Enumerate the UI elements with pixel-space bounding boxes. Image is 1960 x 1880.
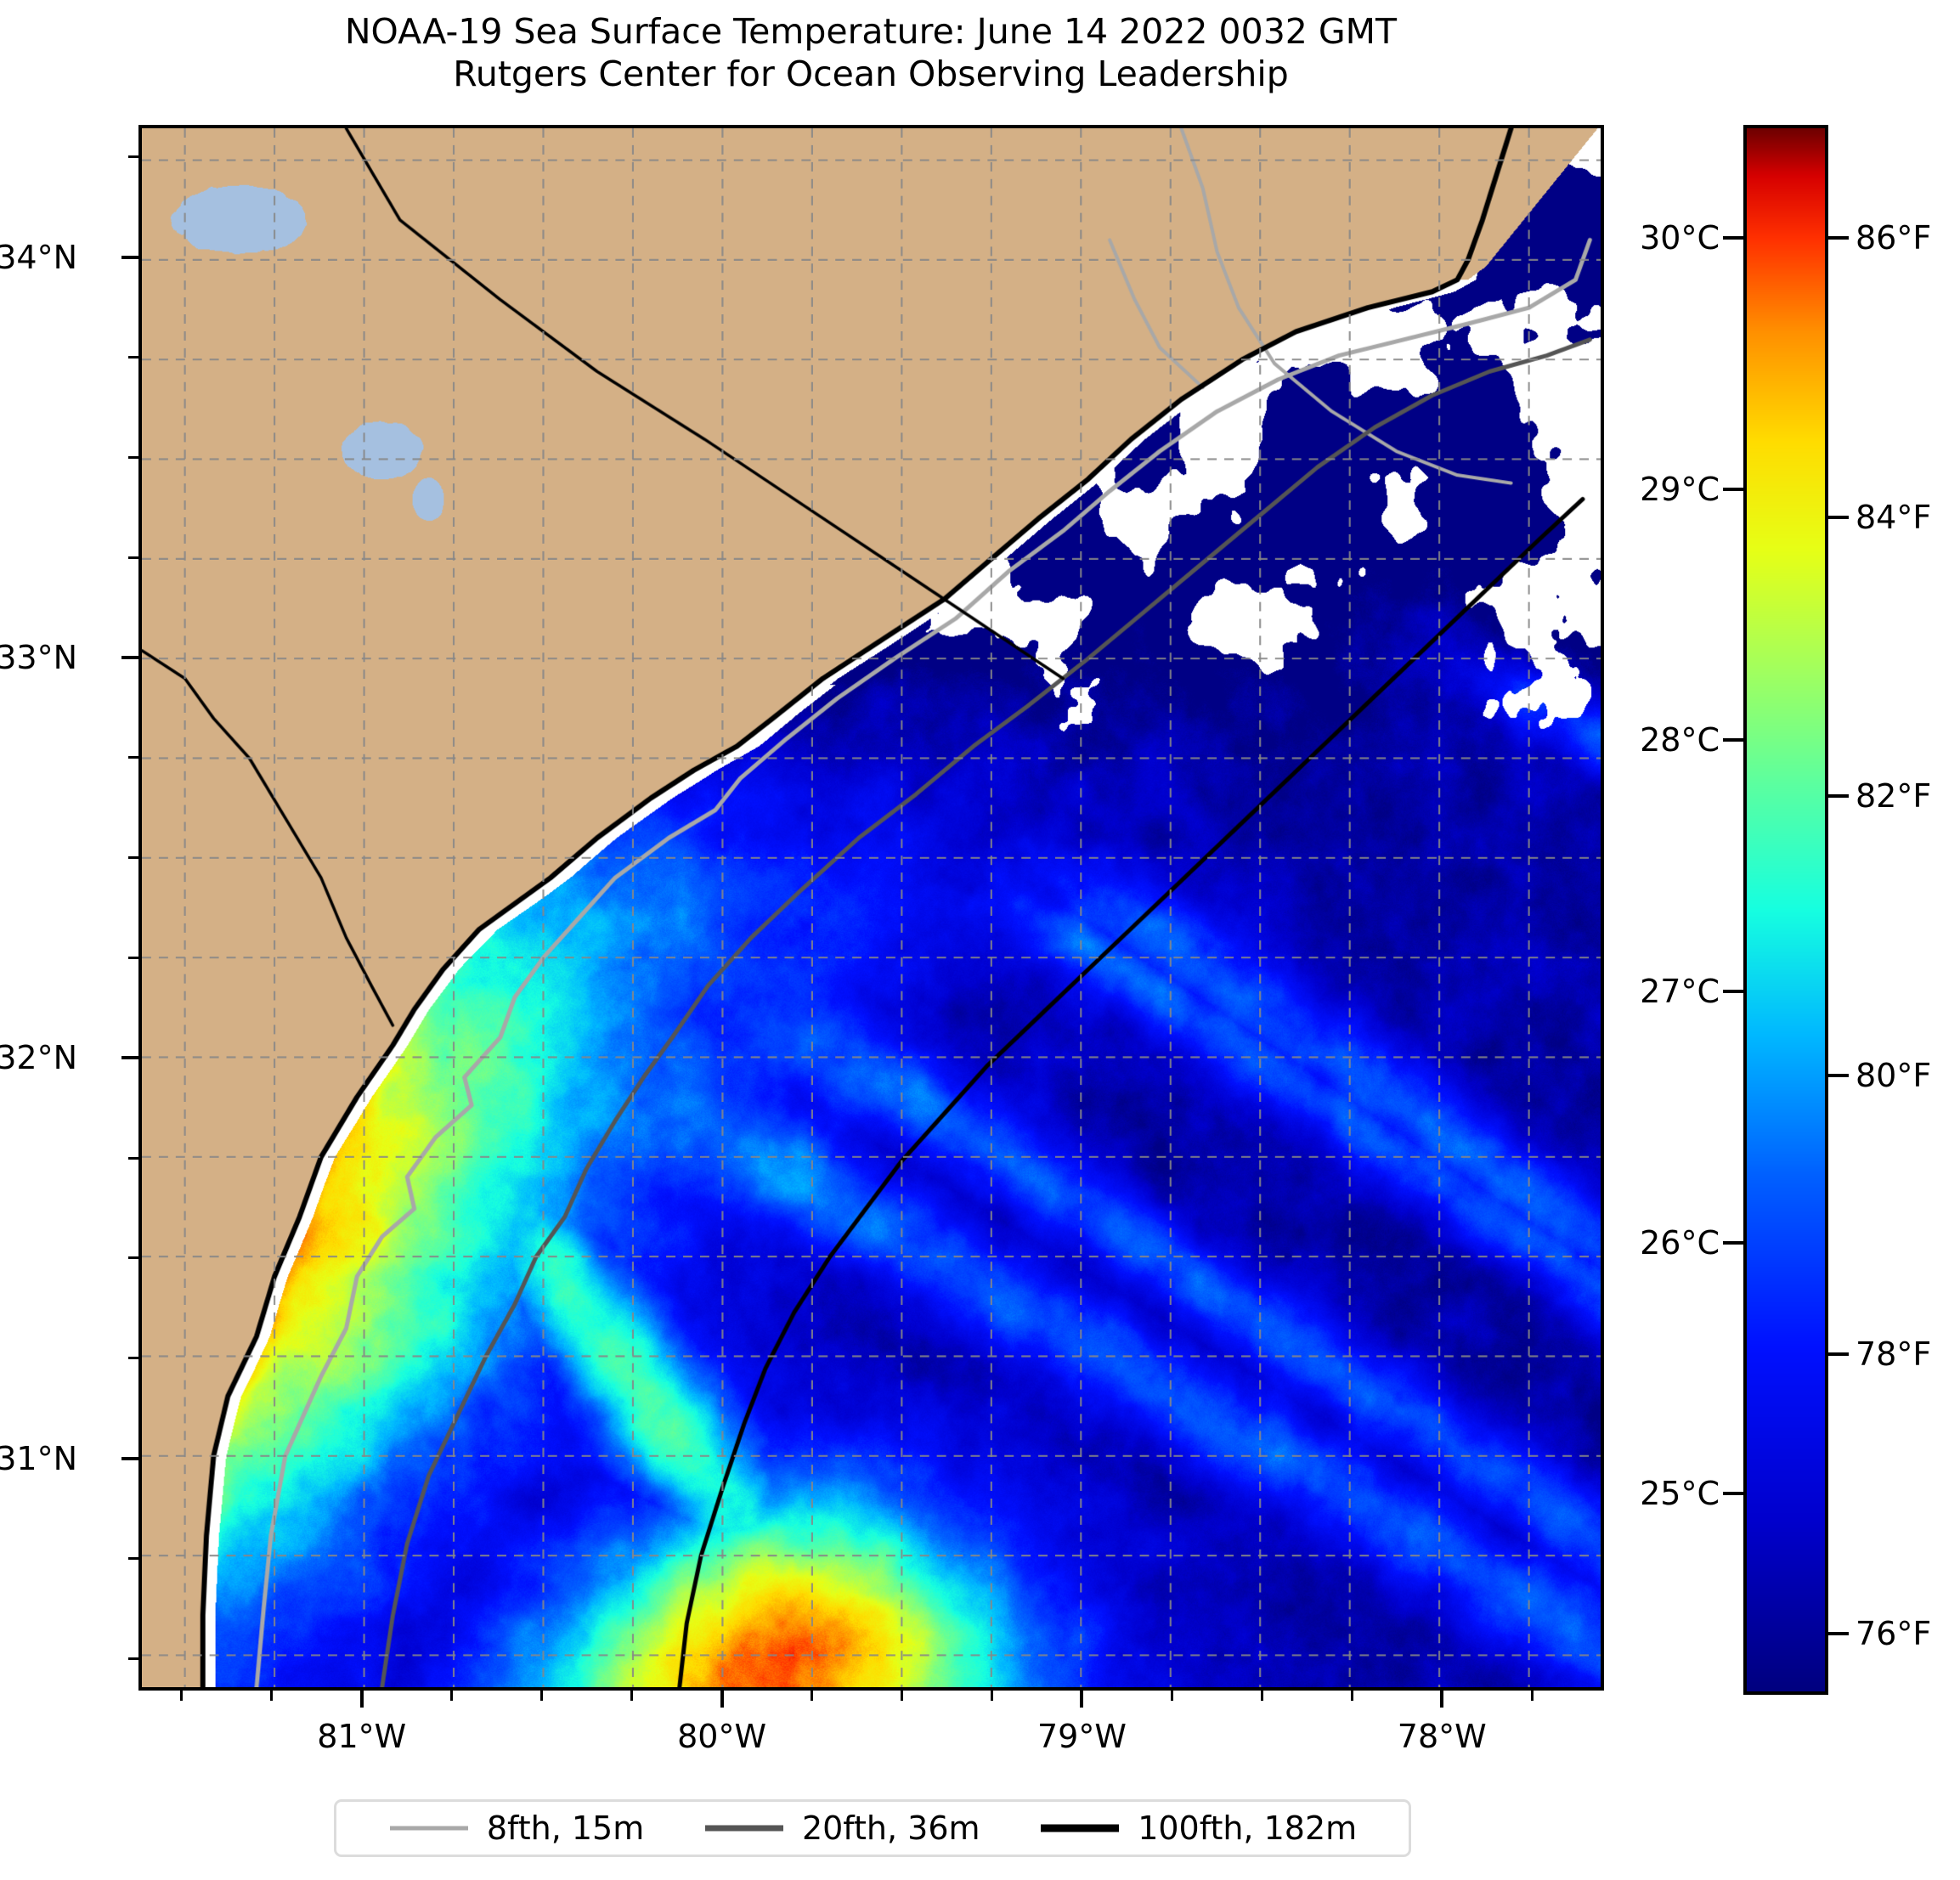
- y-tick-minor: [128, 355, 138, 358]
- y-tick-minor: [128, 455, 138, 459]
- y-tick-major: [121, 1056, 138, 1060]
- x-tick-minor: [811, 1691, 814, 1701]
- bathymetry-legend: 8fth, 15m 20fth, 36m 100fth, 182m: [334, 1799, 1411, 1857]
- colorbar-label-fahrenheit: 76°F: [1856, 1614, 1932, 1652]
- y-tick-minor: [128, 956, 138, 959]
- legend-item-label: 100fth, 182m: [1138, 1809, 1358, 1847]
- x-axis-tick-label: 79°W: [1036, 1718, 1127, 1755]
- y-tick-major: [121, 1456, 138, 1460]
- y-tick-minor: [128, 1156, 138, 1160]
- colorbar-label-fahrenheit: 84°F: [1856, 498, 1932, 536]
- page-subtitle: Rutgers Center for Ocean Observing Leade…: [453, 54, 1289, 95]
- x-tick-minor: [1170, 1691, 1173, 1701]
- colorbar-label-celsius: 30°C: [1640, 219, 1720, 257]
- colorbar-tick-fahrenheit: [1828, 1073, 1849, 1077]
- colorbar-tick-fahrenheit: [1828, 236, 1849, 240]
- y-tick-minor: [128, 556, 138, 559]
- colorbar-tick-fahrenheit: [1828, 1631, 1849, 1635]
- x-tick-minor: [1530, 1691, 1534, 1701]
- x-tick-major: [1440, 1691, 1444, 1708]
- colorbar-gradient: [1747, 128, 1825, 1691]
- colorbar-label-celsius: 28°C: [1640, 721, 1720, 759]
- legend-line-icon: [704, 1825, 783, 1832]
- chart-title-block: NOAA-19 Sea Surface Temperature: June 14…: [136, 10, 1606, 95]
- y-axis-tick-label: 31°N: [0, 1439, 77, 1477]
- y-tick-major: [121, 655, 138, 659]
- colorbar-tick-celsius: [1723, 990, 1743, 994]
- colorbar-label-celsius: 29°C: [1640, 470, 1720, 508]
- colorbar-tick-celsius: [1723, 487, 1743, 491]
- colorbar-tick-celsius: [1723, 1240, 1743, 1245]
- x-tick-minor: [630, 1691, 634, 1701]
- x-tick-minor: [1350, 1691, 1353, 1701]
- colorbar-label-celsius: 25°C: [1640, 1475, 1720, 1513]
- y-tick-major: [121, 255, 138, 259]
- colorbar-tick-fahrenheit: [1828, 515, 1849, 519]
- x-axis-tick-label: 81°W: [317, 1718, 407, 1755]
- sst-map-axes: [138, 125, 1604, 1691]
- y-tick-minor: [128, 756, 138, 759]
- colorbar: [1743, 125, 1828, 1695]
- x-tick-major: [1080, 1691, 1084, 1708]
- colorbar-tick-celsius: [1723, 738, 1743, 742]
- legend-item: 8fth, 15m: [388, 1809, 644, 1847]
- x-axis-tick-label: 80°W: [677, 1718, 767, 1755]
- colorbar-label-fahrenheit: 86°F: [1856, 219, 1932, 257]
- colorbar-label-fahrenheit: 78°F: [1856, 1335, 1932, 1374]
- x-tick-major: [359, 1691, 364, 1708]
- legend-line-icon: [1041, 1824, 1120, 1832]
- colorbar-tick-celsius: [1723, 236, 1743, 240]
- colorbar-tick-fahrenheit: [1828, 1352, 1849, 1357]
- legend-item: 100fth, 182m: [1039, 1809, 1357, 1847]
- x-axis-tick-label: 78°W: [1397, 1718, 1487, 1755]
- x-tick-minor: [450, 1691, 454, 1701]
- x-tick-minor: [540, 1691, 544, 1701]
- y-axis-tick-label: 34°N: [0, 238, 77, 276]
- page-title: NOAA-19 Sea Surface Temperature: June 14…: [344, 11, 1398, 52]
- y-axis-tick-label: 32°N: [0, 1039, 77, 1077]
- x-tick-minor: [180, 1691, 184, 1701]
- colorbar-tick-celsius: [1723, 1492, 1743, 1496]
- colorbar-label-celsius: 26°C: [1640, 1223, 1720, 1262]
- legend-line-icon: [389, 1826, 468, 1831]
- y-axis-tick-label: 33°N: [0, 638, 77, 676]
- y-tick-minor: [128, 155, 138, 159]
- colorbar-label-celsius: 27°C: [1640, 973, 1720, 1011]
- y-tick-minor: [128, 1357, 138, 1360]
- y-tick-minor: [128, 1657, 138, 1660]
- colorbar-label-fahrenheit: 82°F: [1856, 777, 1932, 816]
- legend-item: 20fth, 36m: [703, 1809, 980, 1847]
- y-tick-minor: [128, 1256, 138, 1260]
- x-tick-minor: [270, 1691, 274, 1701]
- colorbar-label-fahrenheit: 80°F: [1856, 1056, 1932, 1094]
- legend-item-label: 20fth, 36m: [801, 1809, 980, 1847]
- x-tick-minor: [990, 1691, 993, 1701]
- y-tick-minor: [128, 856, 138, 860]
- sst-heatmap: [142, 128, 1601, 1687]
- x-tick-major: [720, 1691, 724, 1708]
- y-tick-minor: [128, 1556, 138, 1560]
- legend-item-label: 8fth, 15m: [486, 1809, 645, 1847]
- x-tick-minor: [1260, 1691, 1263, 1701]
- x-tick-minor: [901, 1691, 904, 1701]
- colorbar-tick-fahrenheit: [1828, 794, 1849, 799]
